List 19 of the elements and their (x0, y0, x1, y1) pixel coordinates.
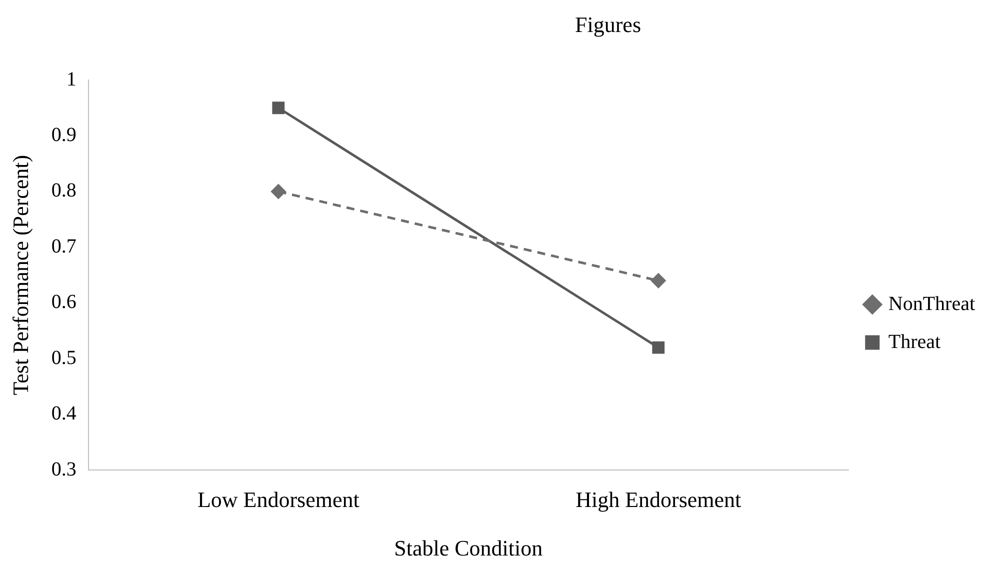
point (272, 102, 285, 114)
y-tick-label: 1 (66, 68, 76, 90)
y-tick-label: 0.9 (51, 124, 76, 146)
x-axis-title: Stable Condition (394, 536, 543, 561)
point (651, 273, 666, 288)
y-tick-label: 0.5 (51, 346, 76, 369)
x-tick-label: Low Endorsement (197, 487, 360, 512)
x-tick-label: High Endorsement (576, 487, 742, 512)
y-axis-title: Test Performance (Percent) (8, 154, 33, 396)
y-tick-label: 0.7 (51, 235, 76, 258)
point (652, 341, 665, 354)
chart-title: Figures (574, 12, 642, 38)
point (271, 184, 286, 199)
y-tick-label: 0.6 (51, 291, 76, 314)
y-tick-label: 0.4 (51, 402, 76, 425)
y-tick-label: 0.3 (51, 458, 76, 480)
legend-label: Threat (888, 330, 941, 353)
legend-label: NonThreat (888, 292, 976, 315)
y-tick-label: 0.8 (51, 180, 76, 202)
